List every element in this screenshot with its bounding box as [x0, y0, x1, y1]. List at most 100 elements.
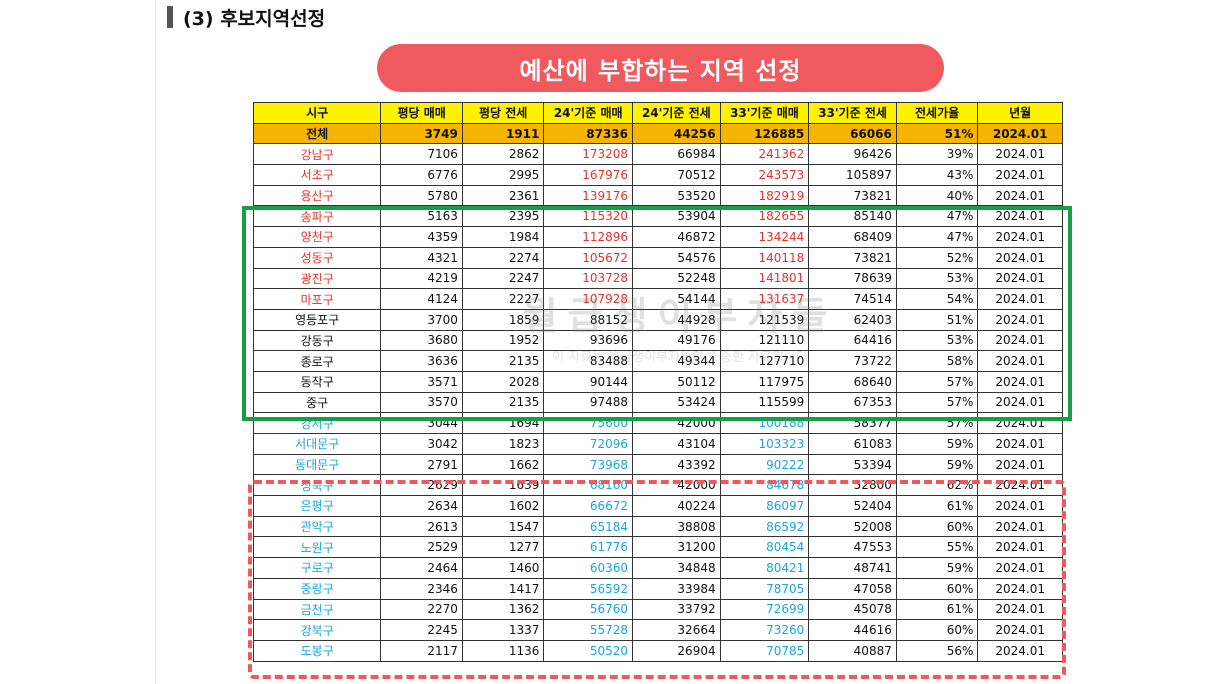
table-cell: 54576	[632, 246, 721, 269]
table-cell: 53%	[895, 329, 979, 352]
table-cell: 44928	[632, 308, 721, 331]
table-cell: 173208	[543, 143, 633, 166]
table-row: 중랑구 2346 1417 56592 33984 78705 47058 60% 2024.0…	[252, 577, 1063, 600]
table-cell: 1694	[461, 412, 545, 434]
table-cell: 121539	[719, 308, 810, 331]
table-row: 금천구 2270 1362 56760 33792 72699 45078 61% 2024.0…	[252, 598, 1063, 621]
table-cell: 103728	[543, 267, 633, 290]
table-cell: 강서구	[252, 412, 382, 434]
table-cell: 182919	[719, 184, 810, 207]
table-cell: 93696	[543, 329, 633, 352]
table-cell: 58377	[808, 412, 897, 434]
table-cell: 강남구	[252, 143, 382, 166]
table-cell: 68160	[543, 474, 633, 497]
table-cell: 49344	[632, 350, 721, 372]
table-cell: 90222	[719, 453, 810, 476]
table-cell: 117975	[719, 370, 810, 393]
table-cell: 42000	[632, 474, 721, 497]
table-cell: 2791	[380, 453, 463, 476]
table-row: 성북구 2629 1639 68160 42000 84678 52800 62% 2024.0…	[252, 474, 1063, 497]
table-cell: 55%	[895, 536, 979, 559]
table-cell: 70785	[719, 639, 810, 662]
table-cell: 4321	[380, 246, 463, 269]
table-cell: 49176	[632, 329, 721, 352]
table-cell: 1337	[461, 619, 545, 641]
table-cell: 73821	[808, 246, 897, 269]
table-cell: 48741	[808, 557, 897, 579]
table-cell: 167976	[543, 164, 633, 186]
table-cell: 24'기준 매매	[543, 102, 633, 124]
table-cell: 양천구	[252, 226, 382, 248]
table-cell: 39%	[895, 143, 979, 166]
table-header-row: 시구 평당 매매 평당 전세 24'기준 매매 24'기준 전세 33'기준 매매 33'기…	[252, 102, 1063, 124]
table-cell: 전체	[252, 122, 382, 145]
table-cell: 광진구	[252, 267, 382, 290]
table-cell: 51%	[895, 122, 979, 145]
table-cell: 구로구	[252, 557, 382, 579]
table-cell: 2464	[380, 557, 463, 579]
table-cell: 2024.01	[977, 391, 1063, 414]
table-cell: 53520	[632, 184, 721, 207]
table-cell: 38808	[632, 515, 721, 538]
table-cell: 2613	[380, 515, 463, 538]
table-cell: 5780	[380, 184, 463, 207]
table-cell: 1952	[461, 329, 545, 352]
table-cell: 26904	[632, 639, 721, 662]
table-cell: 57%	[895, 370, 979, 393]
table-cell: 57%	[895, 391, 979, 414]
table-row: 용산구 5780 2361 139176 53520 182919 73821 40% 2024…	[252, 184, 1063, 207]
table-cell: 2024.01	[977, 267, 1063, 290]
table-cell: 73968	[543, 453, 633, 476]
table-cell: 2245	[380, 619, 463, 641]
table-cell: 62%	[895, 474, 979, 497]
table-cell: 43%	[895, 164, 979, 186]
table-cell: 88152	[543, 308, 633, 331]
table-cell: 송파구	[252, 205, 382, 228]
table-cell: 105672	[543, 246, 633, 269]
table-cell: 32664	[632, 619, 721, 641]
table-cell: 2247	[461, 267, 545, 290]
table-cell: 관악구	[252, 515, 382, 538]
table-cell: 2024.01	[977, 226, 1063, 248]
table-cell: 2862	[461, 143, 545, 166]
table-cell: 4359	[380, 226, 463, 248]
table-cell: 73722	[808, 350, 897, 372]
table-cell: 51%	[895, 308, 979, 331]
table-cell: 평당 매매	[380, 102, 463, 124]
table-total-row: 전체 3749 1911 87336 44256 126885 66066 51% 2024.0…	[252, 122, 1063, 145]
table-row: 종로구 3636 2135 83488 49344 127710 73722 58% 2024.…	[252, 350, 1063, 372]
table-row: 서초구 6776 2995 167976 70512 243573 105897 43% 202…	[252, 164, 1063, 186]
table-row: 영등포구 3700 1859 88152 44928 121539 62403 51% 2024…	[252, 308, 1063, 331]
table-row: 성동구 4321 2274 105672 54576 140118 73821 52% 2024…	[252, 246, 1063, 269]
table-cell: 241362	[719, 143, 810, 166]
table-cell: 2634	[380, 495, 463, 517]
table-cell: 59%	[895, 433, 979, 455]
table-cell: 3571	[380, 370, 463, 393]
table-cell: 1602	[461, 495, 545, 517]
table-cell: 1136	[461, 639, 545, 662]
table-row: 구로구 2464 1460 60360 34848 80421 48741 59% 2024.0…	[252, 557, 1063, 579]
table-cell: 243573	[719, 164, 810, 186]
table-cell: 90144	[543, 370, 633, 393]
table-cell: 61%	[895, 598, 979, 621]
table-cell: 73260	[719, 619, 810, 641]
table-cell: 1547	[461, 515, 545, 538]
table-cell: 2135	[461, 391, 545, 414]
table-cell: 56%	[895, 639, 979, 662]
table-cell: 도봉구	[252, 639, 382, 662]
section-title-text: (3) 후보지역선정	[183, 7, 326, 30]
table-cell: 성북구	[252, 474, 382, 497]
table-cell: 86592	[719, 515, 810, 538]
table-row: 강북구 2245 1337 55728 32664 73260 44616 60% 2024.0…	[252, 619, 1063, 641]
table-row: 광진구 4219 2247 103728 52248 141801 78639 53% 2024…	[252, 267, 1063, 290]
table-cell: 3680	[380, 329, 463, 352]
table-cell: 년월	[977, 102, 1063, 124]
table-cell: 66066	[808, 122, 897, 145]
table-cell: 5163	[380, 205, 463, 228]
table-cell: 2024.01	[977, 474, 1063, 497]
table-cell: 67353	[808, 391, 897, 414]
table-cell: 182655	[719, 205, 810, 228]
table-cell: 2024.01	[977, 433, 1063, 455]
table-cell: 전세가율	[895, 102, 979, 124]
table-row: 마포구 4124 2227 107928 54144 131637 74514 54% 2024…	[252, 288, 1063, 310]
